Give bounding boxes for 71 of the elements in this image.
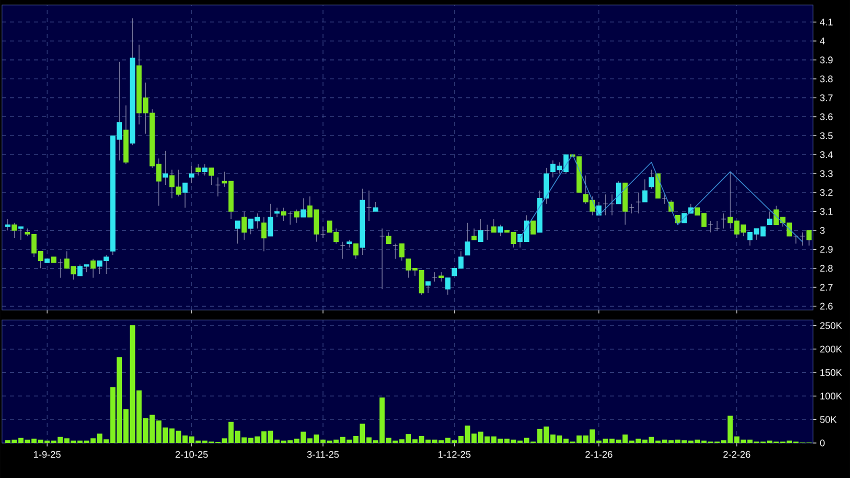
candlestick — [498, 224, 503, 236]
x-tick-label: 3-11-25 — [307, 451, 339, 458]
candlestick — [18, 226, 24, 240]
candlestick — [320, 226, 326, 238]
y-tick-label: 3.2 — [820, 189, 833, 196]
y-tick-label: 3.3 — [820, 170, 833, 177]
candlestick — [242, 211, 247, 240]
y-tick-label: 3.7 — [820, 94, 833, 102]
candlestick — [629, 204, 634, 214]
x-tick-label: 2-1-26 — [585, 451, 612, 458]
candlestick — [58, 258, 63, 278]
candlestick — [636, 192, 641, 214]
candlestick — [274, 207, 280, 218]
y-tick-label: 3.4 — [820, 151, 833, 158]
candlestick — [189, 166, 194, 184]
x-tick-label: 1-12-25 — [438, 451, 471, 458]
y-tick-label: 3.9 — [820, 56, 833, 64]
candlestick — [392, 243, 398, 260]
y-tick-label: 3.1 — [820, 208, 833, 215]
y-tick-label: 0 — [820, 440, 825, 446]
y-tick-label: 250K — [820, 322, 842, 330]
candlestick — [484, 224, 490, 240]
candlestick — [714, 220, 720, 231]
y-tick-label: 3.6 — [820, 113, 833, 120]
y-tick-label: 2.9 — [820, 246, 833, 253]
candlestick — [261, 216, 267, 252]
candlestick — [602, 194, 608, 216]
candlestick — [353, 243, 358, 260]
candlestick — [662, 194, 668, 204]
candlestick — [379, 228, 385, 290]
candlestick — [182, 182, 188, 208]
candlestick — [366, 190, 372, 222]
candlestick — [340, 241, 346, 260]
y-tick-label: 3.8 — [820, 75, 833, 82]
candlestick — [288, 211, 293, 226]
candlestick — [767, 211, 772, 226]
candlestick — [162, 150, 168, 186]
candlestick — [300, 198, 306, 218]
candlestick — [202, 164, 208, 176]
candlestick — [675, 214, 680, 226]
y-tick-label: 3 — [820, 227, 825, 234]
candlestick — [721, 213, 726, 229]
y-tick-label: 150K — [820, 369, 842, 376]
candlestick — [464, 222, 470, 256]
candlestick — [425, 281, 431, 294]
candlestick — [12, 222, 17, 238]
y-tick-label: 2.6 — [820, 302, 833, 310]
candlestick — [234, 220, 240, 244]
candlestick — [215, 177, 221, 197]
y-tick-label: 3.5 — [820, 132, 833, 140]
y-tick-label: 100K — [820, 392, 842, 400]
candlestick — [268, 204, 274, 236]
candlestick — [5, 218, 10, 231]
y-tick-label: 4.1 — [820, 18, 833, 26]
y-tick-label: 50K — [820, 416, 837, 423]
candlestick — [530, 220, 536, 234]
candlestick — [208, 168, 214, 186]
candlestick — [196, 164, 201, 176]
candlestick — [648, 169, 654, 190]
y-tick-label: 2.7 — [820, 284, 833, 291]
x-tick-label: 2-2-26 — [723, 451, 750, 458]
y-tick-label: 2.8 — [820, 264, 833, 272]
y-tick-label: 4 — [820, 38, 825, 44]
candlestick — [471, 228, 477, 240]
x-tick-label: 2-10-25 — [176, 451, 208, 458]
x-tick-label: 1-9-25 — [34, 451, 61, 458]
candlestick — [90, 258, 96, 278]
candlestick — [432, 272, 438, 282]
candlestick — [708, 220, 714, 233]
y-tick-label: 200K — [820, 346, 842, 352]
candlestick — [445, 277, 450, 296]
